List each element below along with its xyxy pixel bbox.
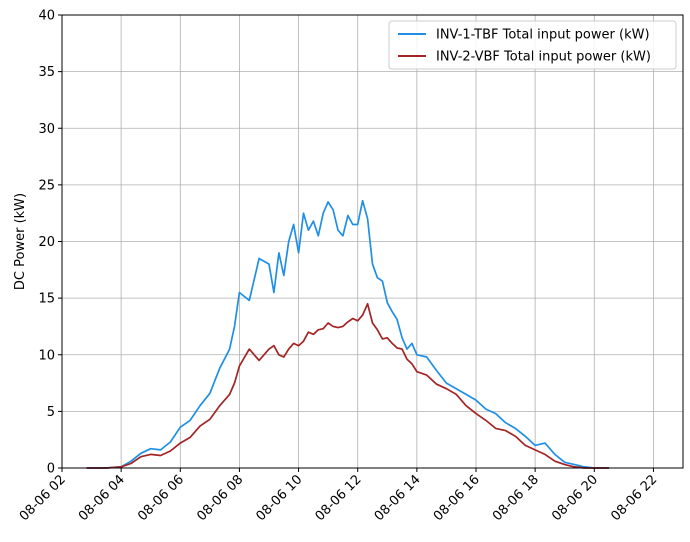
series-lines [86,199,610,469]
series-line-2 [86,302,610,469]
y-tick-label: 40 [38,9,55,24]
legend-label: INV-1-TBF Total input power (kW) [436,28,650,43]
y-tick-label: 35 [38,65,55,80]
y-axis-label: DC Power (kW) [13,193,28,290]
y-tick-label: 25 [38,178,55,193]
y-tick-label: 5 [47,405,55,420]
series-line-1 [86,199,610,469]
y-tick-label: 10 [38,348,55,363]
y-tick-label: 30 [38,122,55,137]
legend-label: INV-2-VBF Total input power (kW) [436,50,651,65]
y-tick-label: 20 [38,235,55,250]
y-tick-label: 15 [38,292,55,307]
grid [61,14,683,469]
y-axis: 0 5 10 15 20 25 30 35 40 [38,9,62,477]
y-tick-label: 0 [47,462,55,477]
legend-box [388,20,677,70]
legend: INV-1-TBF Total input power (kW) INV-2-VB… [388,20,677,70]
